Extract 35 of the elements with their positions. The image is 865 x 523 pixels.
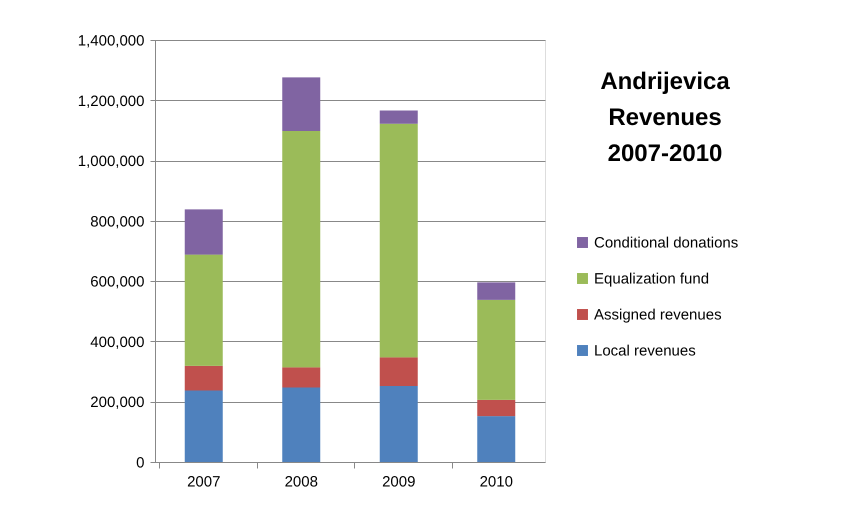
y-tick-label: 1,000,000	[78, 153, 144, 170]
x-tick-label: 2008	[284, 474, 318, 490]
bar	[184, 390, 223, 462]
legend-label: Conditional donations	[594, 234, 738, 252]
bar	[282, 131, 320, 368]
y-tick-label: 1,200,000	[78, 92, 144, 110]
x-tick-label: 2009	[382, 474, 416, 490]
bar	[282, 77, 320, 132]
bar	[282, 388, 320, 462]
bar	[184, 209, 223, 255]
legend-label: Equalization fund	[594, 270, 710, 288]
bar	[477, 300, 516, 400]
bar	[380, 357, 418, 386]
bar	[184, 254, 223, 366]
y-tick-label: 1,400,000	[78, 32, 144, 50]
x-tick-label: 2007	[187, 474, 220, 490]
text: Revenues	[608, 104, 722, 131]
bar	[380, 110, 418, 124]
legend-label: Assigned revenues	[594, 306, 722, 324]
y-tick-label: 800,000	[90, 213, 144, 230]
bar	[477, 282, 516, 300]
bar	[380, 124, 418, 358]
bar	[380, 386, 418, 462]
bar	[477, 416, 516, 462]
y-tick-label: 0	[136, 454, 144, 472]
bar	[184, 366, 223, 391]
y-tick-label: 200,000	[90, 394, 144, 412]
text: Andrijevica	[600, 68, 730, 95]
y-tick-label: 600,000	[90, 274, 144, 291]
y-tick-label: 400,000	[90, 334, 144, 351]
bar	[282, 367, 320, 388]
text: 2007-2010	[608, 140, 722, 167]
bar	[477, 400, 516, 416]
legend-label: Local revenues	[594, 342, 696, 360]
x-tick-label: 2010	[480, 474, 513, 490]
